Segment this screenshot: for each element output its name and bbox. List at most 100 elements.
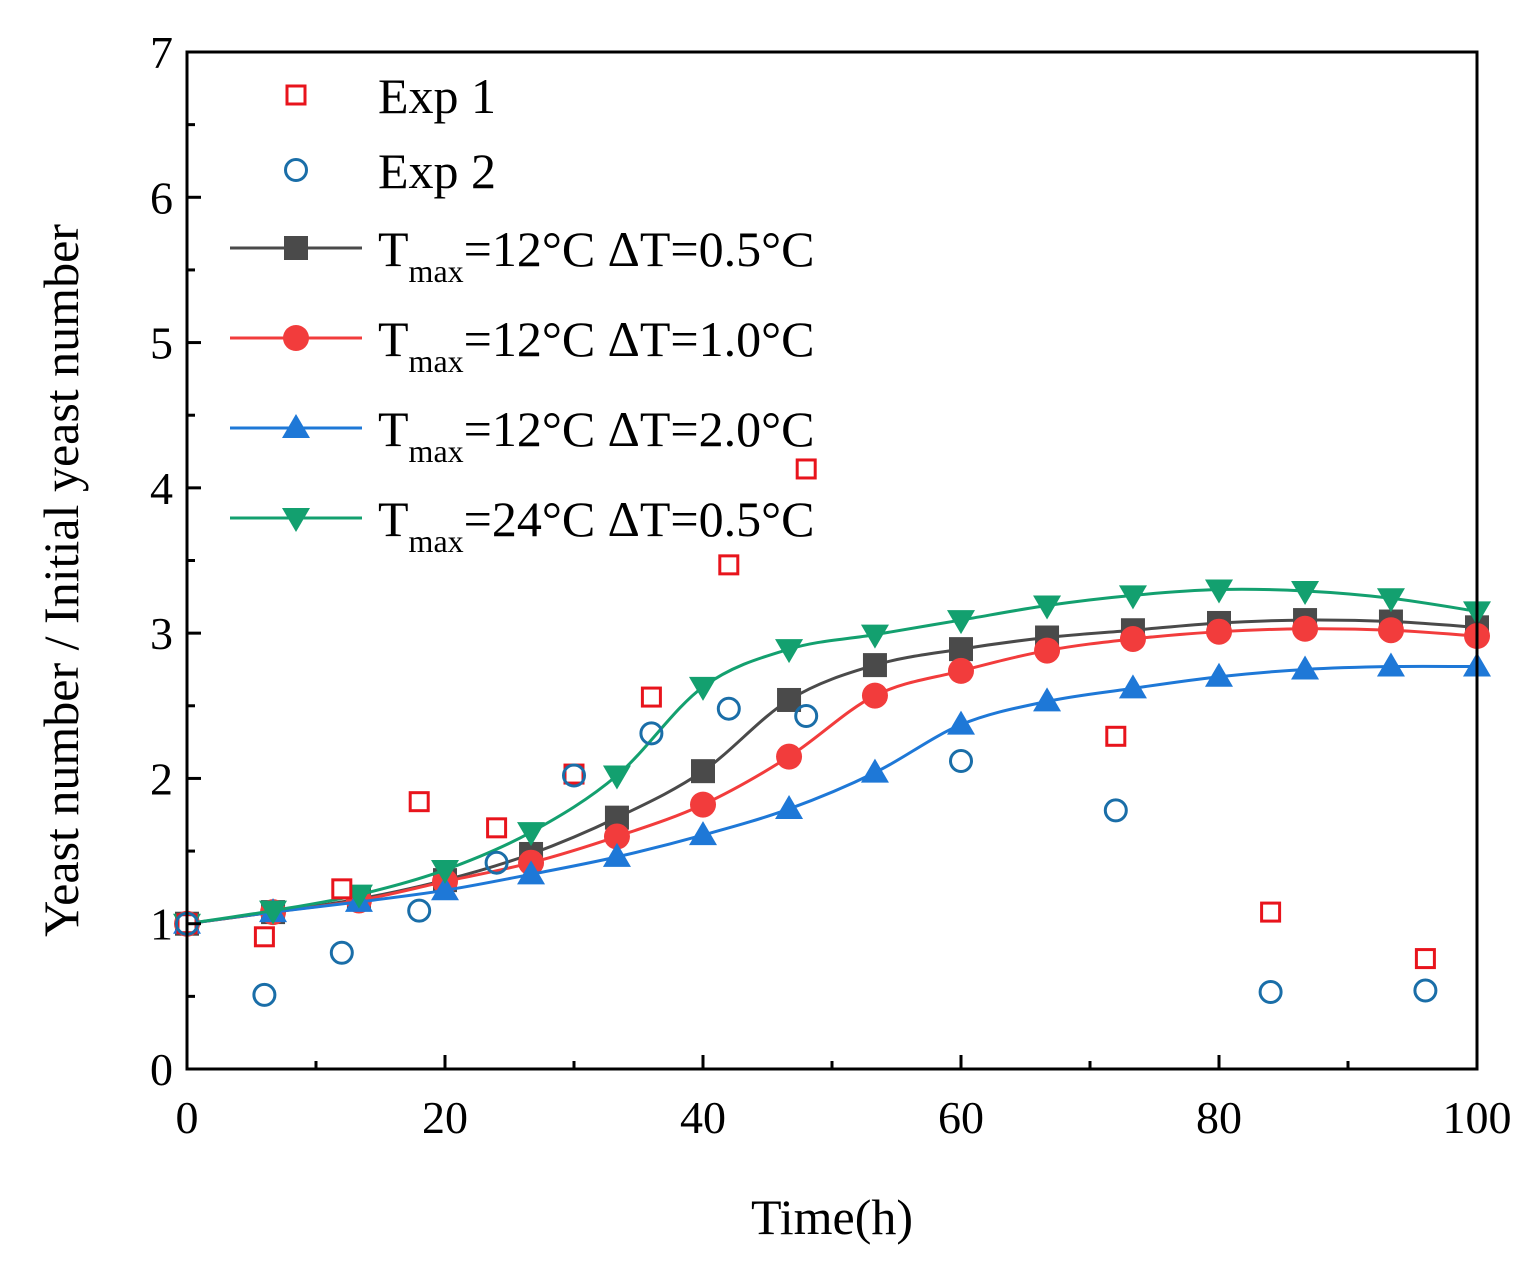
- data-point: [689, 676, 717, 701]
- y-tick-label: 7: [150, 27, 173, 78]
- series-1: [175, 696, 1438, 1007]
- data-point: [1118, 585, 1147, 610]
- data-point: [1292, 615, 1319, 642]
- series-4: [173, 652, 1491, 934]
- legend-marker: [282, 508, 310, 532]
- y-axis: 0 1 2 3 4 5 6 7: [150, 27, 201, 1095]
- data-point: [1118, 674, 1147, 699]
- legend-item: Tmax=12°C ΔT=1.0°C: [230, 311, 814, 379]
- data-point: [562, 763, 586, 788]
- series-2: [175, 608, 1489, 936]
- y-tick-label: 6: [150, 172, 173, 223]
- data-point: [1377, 617, 1404, 644]
- data-point: [690, 791, 716, 818]
- data-point: [407, 898, 432, 923]
- data-point: [484, 850, 509, 875]
- data-point: [517, 860, 546, 885]
- legend-label: Tmax=12°C ΔT=0.5°C: [378, 221, 814, 289]
- data-point: [861, 682, 888, 709]
- data-point: [1258, 979, 1283, 1004]
- data-point: [949, 637, 973, 662]
- legend-marker: [283, 325, 309, 351]
- series-line: [186, 627, 1478, 926]
- x-tick-label: 100: [1443, 1092, 1512, 1143]
- data-point: [1033, 687, 1062, 712]
- data-point: [947, 610, 975, 635]
- y-tick-label: 5: [150, 318, 173, 369]
- data-point: [603, 823, 630, 850]
- x-tick-label: 0: [176, 1092, 199, 1143]
- legend-label: Exp 1: [378, 68, 496, 124]
- data-point: [689, 821, 717, 846]
- legend-marker: [282, 414, 310, 438]
- data-point: [602, 842, 631, 867]
- data-point: [259, 900, 288, 925]
- data-point: [949, 748, 973, 773]
- legend-label: Exp 2: [378, 143, 496, 199]
- data-point: [253, 926, 275, 948]
- data-point: [1291, 581, 1320, 606]
- legend-item: Exp 1: [285, 68, 496, 124]
- data-point: [1034, 637, 1061, 664]
- data-point: [329, 940, 354, 965]
- data-point: [1205, 662, 1233, 687]
- data-point: [331, 878, 353, 900]
- y-tick-label: 0: [150, 1044, 173, 1095]
- y-tick-label: 3: [150, 608, 173, 659]
- data-point: [602, 765, 631, 790]
- legend-item: Exp 2: [284, 143, 496, 199]
- x-axis: 0 20 40 60 80 100: [176, 1055, 1512, 1143]
- plot-area: [173, 458, 1491, 1007]
- y-tick-label: 1: [150, 899, 173, 950]
- data-point: [1119, 625, 1146, 652]
- data-point: [1205, 579, 1233, 604]
- data-point: [860, 624, 889, 649]
- data-point: [431, 859, 459, 884]
- data-point: [639, 721, 664, 746]
- data-point: [1413, 978, 1438, 1003]
- legend-item: Tmax=12°C ΔT=0.5°C: [230, 221, 814, 289]
- data-point: [517, 822, 546, 847]
- data-point: [795, 458, 817, 480]
- x-tick-label: 80: [1196, 1092, 1242, 1143]
- data-point: [1260, 901, 1282, 923]
- series-3: [174, 615, 1490, 937]
- data-point: [1414, 948, 1436, 970]
- data-point: [718, 554, 740, 576]
- data-point: [1376, 652, 1405, 677]
- legend-marker: [284, 158, 308, 182]
- x-tick-label: 20: [422, 1092, 468, 1143]
- x-tick-label: 40: [680, 1092, 726, 1143]
- data-point: [777, 687, 802, 712]
- data-point: [862, 653, 887, 678]
- series-line: [186, 587, 1478, 926]
- legend: Exp 1 Exp 2 Tmax=12°C ΔT=0.5°C Tmax=12°C ΔT…: [230, 68, 814, 559]
- series-line: [186, 664, 1478, 926]
- data-point: [775, 639, 804, 664]
- legend-marker: [285, 84, 307, 106]
- data-point: [431, 876, 459, 901]
- x-tick-label: 60: [938, 1092, 984, 1143]
- data-point: [1103, 798, 1128, 823]
- data-point: [947, 710, 975, 735]
- data-point: [486, 817, 508, 839]
- legend-label: Tmax=12°C ΔT=2.0°C: [378, 401, 814, 469]
- data-point: [252, 982, 277, 1007]
- data-point: [691, 759, 715, 784]
- data-point: [1376, 588, 1405, 613]
- y-tick-label: 4: [150, 463, 173, 514]
- legend-label: Tmax=12°C ΔT=1.0°C: [378, 311, 814, 379]
- plot-frame: [185, 50, 1479, 1071]
- data-point: [640, 686, 662, 708]
- data-point: [1033, 595, 1062, 620]
- data-point: [775, 794, 804, 819]
- legend-item: Tmax=12°C ΔT=2.0°C: [230, 401, 814, 469]
- data-point: [1105, 725, 1127, 747]
- x-axis-title: Time(h): [751, 1189, 913, 1245]
- legend-marker: [284, 236, 308, 260]
- data-point: [1206, 618, 1232, 645]
- data-point: [408, 791, 430, 813]
- legend-label: Tmax=24°C ΔT=0.5°C: [378, 491, 814, 559]
- data-point: [860, 758, 889, 783]
- data-point: [1291, 655, 1320, 680]
